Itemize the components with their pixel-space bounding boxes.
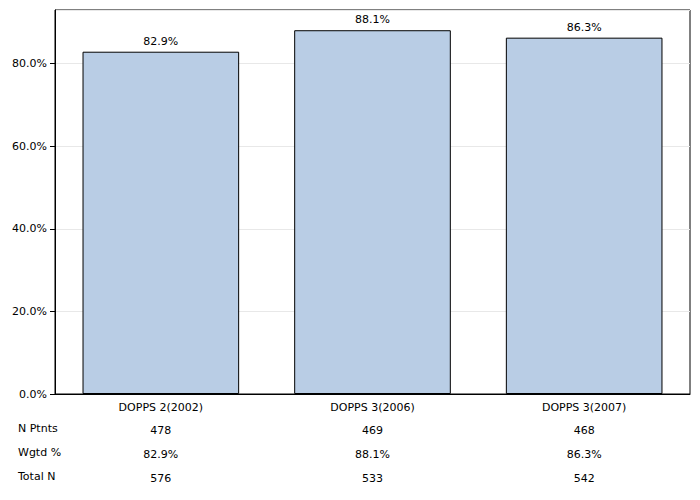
svg-text:Total N: Total N — [17, 470, 55, 483]
svg-text:533: 533 — [362, 472, 383, 485]
svg-text:576: 576 — [150, 472, 171, 485]
svg-text:88.1%: 88.1% — [355, 448, 390, 461]
svg-text:40.0%: 40.0% — [12, 222, 47, 235]
svg-text:86.3%: 86.3% — [567, 448, 602, 461]
svg-text:60.0%: 60.0% — [12, 140, 47, 153]
svg-text:20.0%: 20.0% — [12, 305, 47, 318]
svg-text:Wgtd %: Wgtd % — [18, 446, 61, 459]
svg-text:0.0%: 0.0% — [19, 388, 47, 401]
svg-text:88.1%: 88.1% — [355, 13, 390, 26]
svg-text:86.3%: 86.3% — [567, 21, 602, 34]
svg-text:80.0%: 80.0% — [12, 57, 47, 70]
svg-text:468: 468 — [574, 424, 595, 437]
svg-text:N Ptnts: N Ptnts — [18, 422, 58, 435]
svg-text:542: 542 — [574, 472, 595, 485]
svg-text:469: 469 — [362, 424, 383, 437]
svg-text:82.9%: 82.9% — [143, 448, 178, 461]
svg-text:DOPPS 2(2002): DOPPS 2(2002) — [119, 401, 203, 414]
svg-text:DOPPS 3(2007): DOPPS 3(2007) — [542, 401, 626, 414]
svg-text:478: 478 — [150, 424, 171, 437]
svg-text:82.9%: 82.9% — [143, 35, 178, 48]
svg-text:DOPPS 3(2006): DOPPS 3(2006) — [330, 401, 414, 414]
